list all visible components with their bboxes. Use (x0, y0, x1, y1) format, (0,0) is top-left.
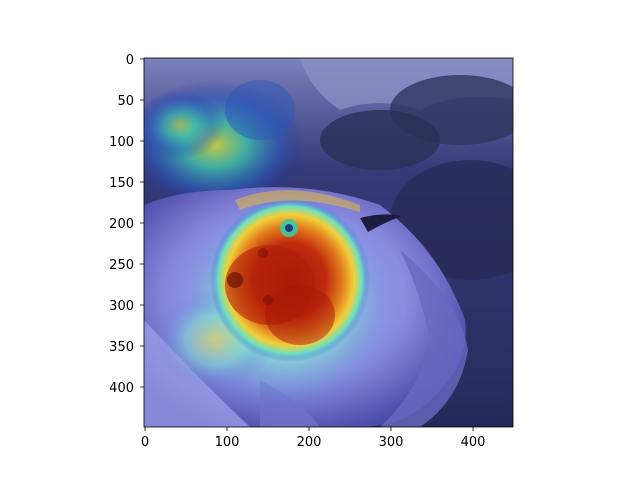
y-tick-label: 200 (109, 217, 134, 232)
x-tick-label: 300 (379, 435, 404, 450)
y-tick-label: 0 (126, 53, 134, 68)
x-tick-label: 200 (297, 435, 322, 450)
y-tick-label: 300 (109, 299, 134, 314)
x-tick-label: 400 (461, 435, 486, 450)
x-tick-label: 0 (141, 435, 149, 450)
axes-frame (143, 57, 514, 428)
y-axis: 0 50 100 150 200 250 300 350 400 (109, 53, 144, 396)
y-tick-label: 150 (109, 176, 134, 191)
y-tick-label: 50 (117, 94, 134, 109)
y-tick-label: 400 (109, 381, 134, 396)
heatmap-image (144, 58, 513, 427)
y-tick-label: 100 (109, 135, 134, 150)
x-axis: 0 100 200 300 400 (141, 427, 486, 450)
y-tick-label: 250 (109, 258, 134, 273)
y-tick-label: 350 (109, 340, 134, 355)
x-tick-label: 100 (215, 435, 240, 450)
